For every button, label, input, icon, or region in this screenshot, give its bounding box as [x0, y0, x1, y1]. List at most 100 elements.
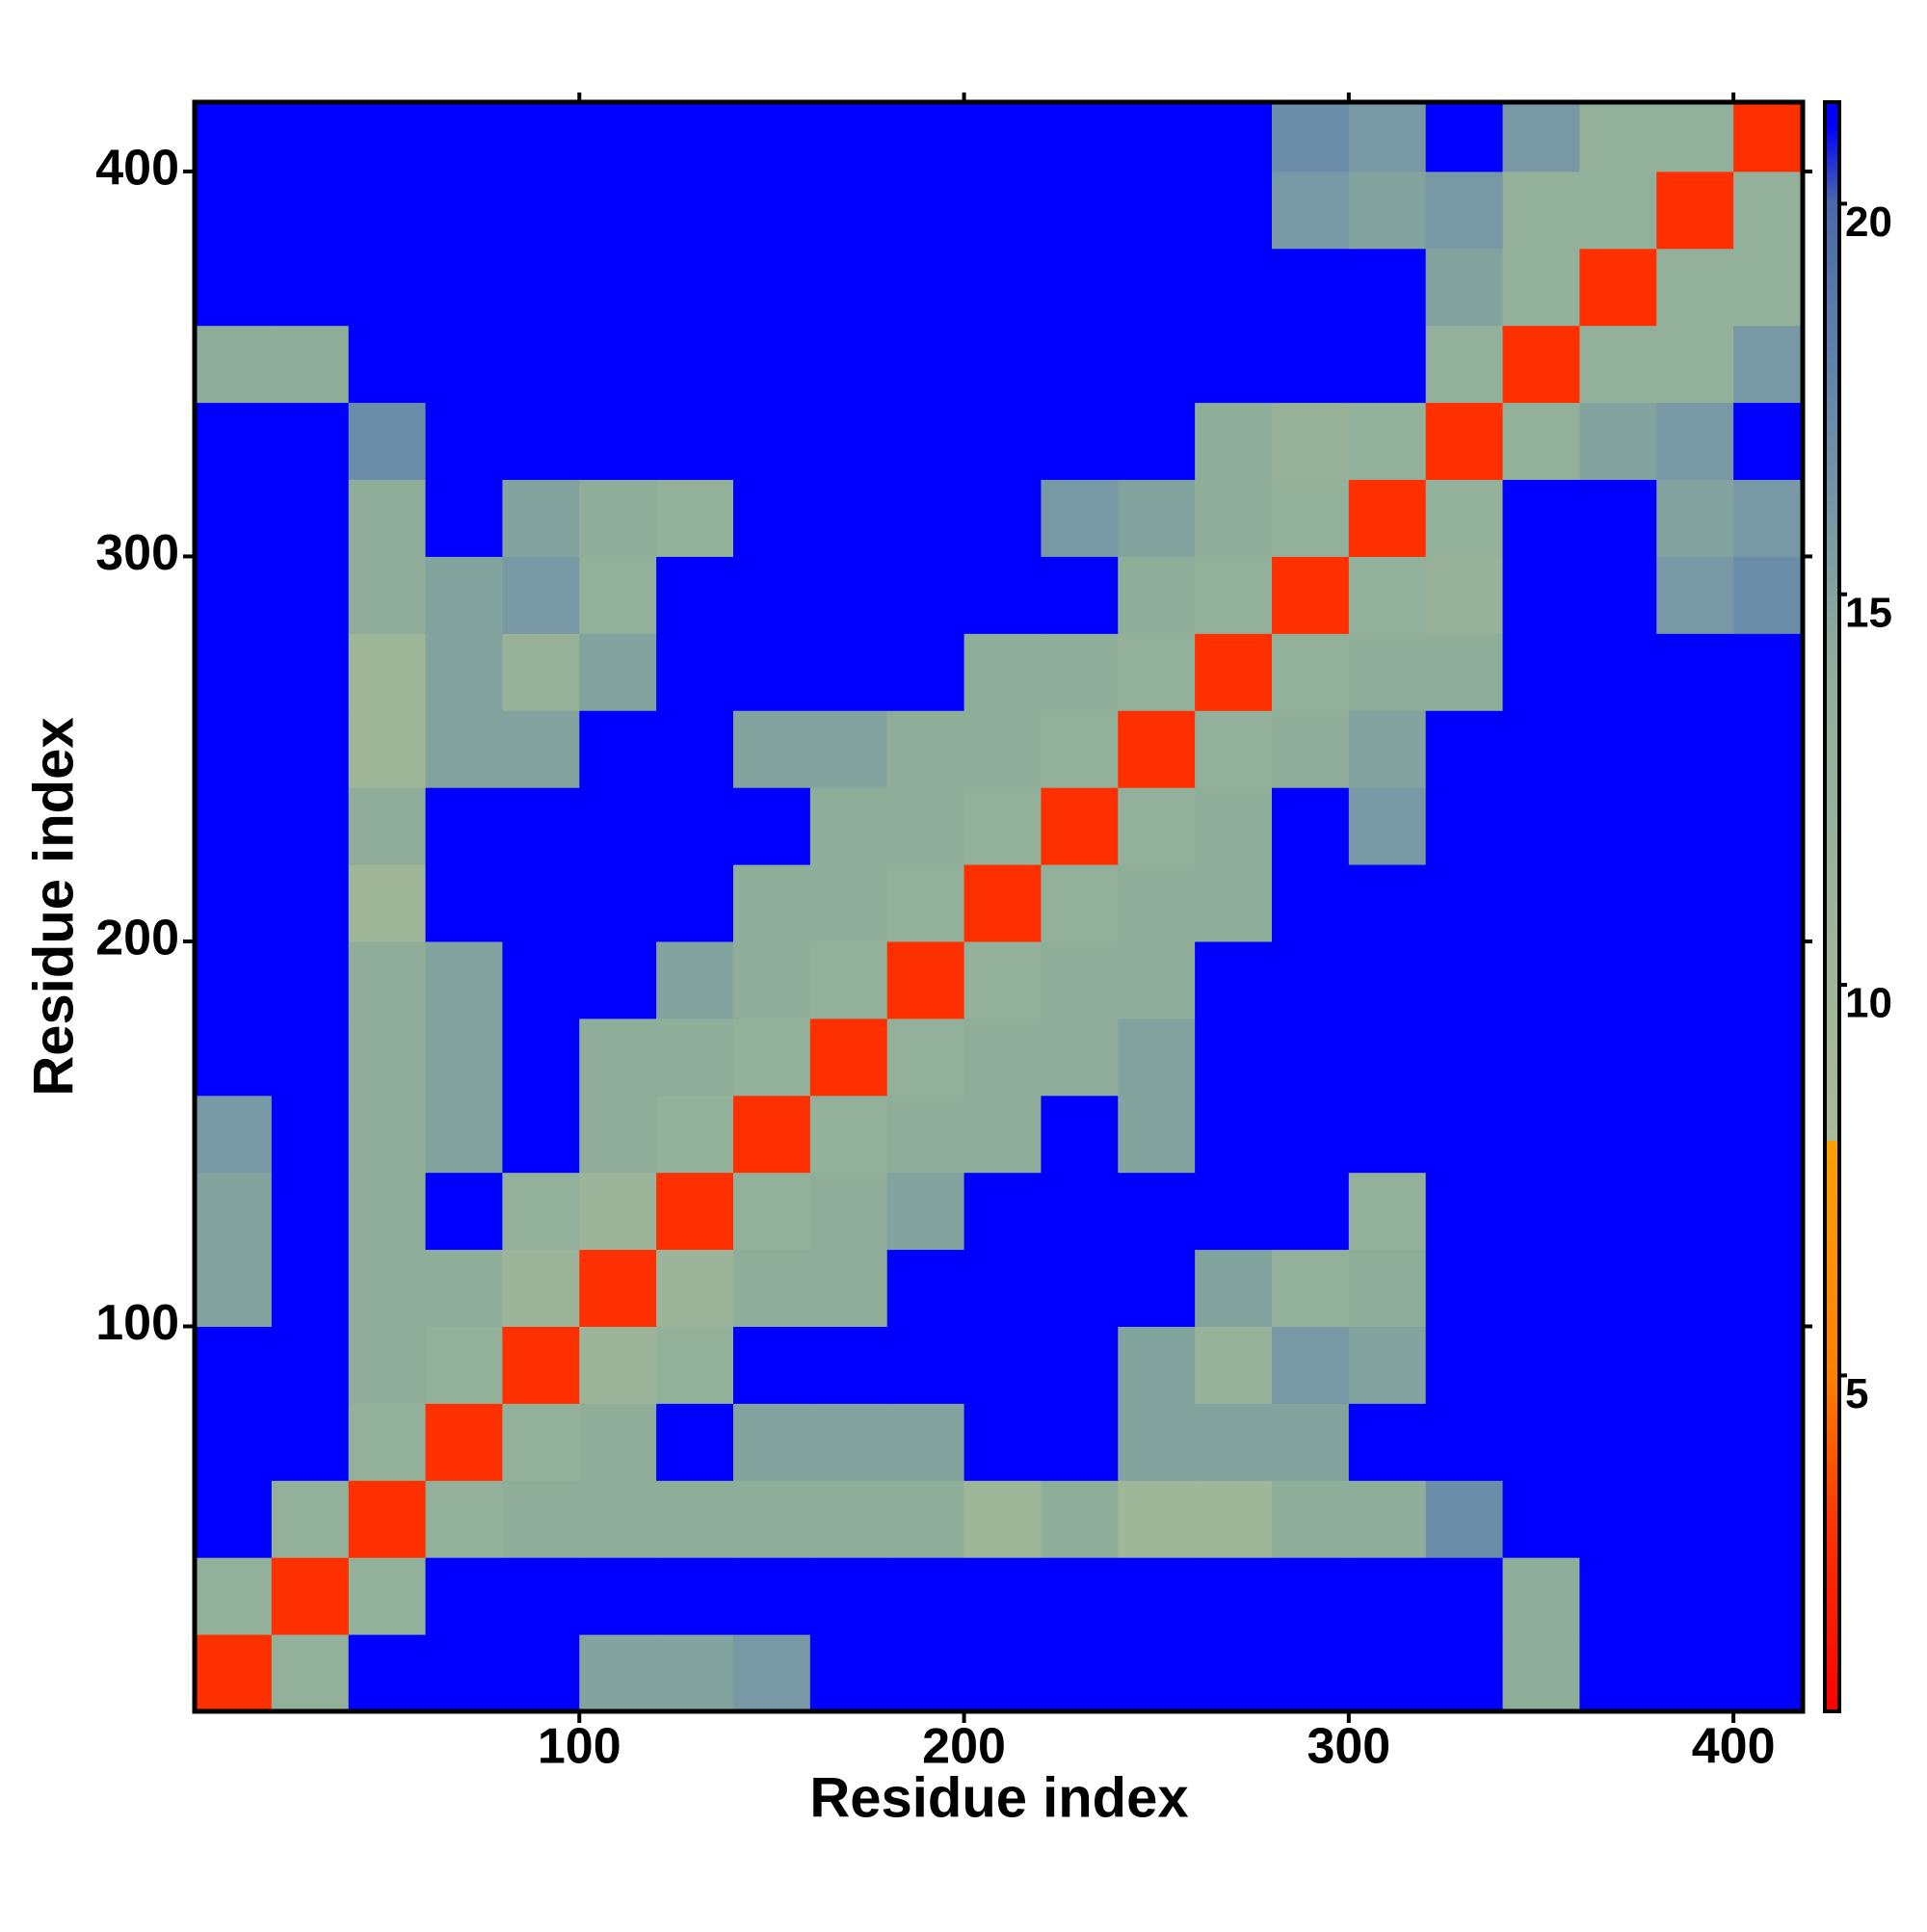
heatmap-cell — [195, 1480, 273, 1558]
heatmap-cell — [502, 1326, 580, 1404]
heatmap-cell — [1425, 940, 1504, 1019]
heatmap-cell — [1195, 633, 1273, 711]
heatmap-cell — [271, 1634, 350, 1711]
heatmap-cell — [1656, 479, 1734, 557]
heatmap-cell — [425, 1403, 503, 1481]
heatmap-cell — [1579, 1557, 1657, 1635]
heatmap-cell — [1271, 402, 1350, 481]
heatmap-cell — [1348, 864, 1427, 942]
heatmap-cell — [1579, 940, 1657, 1019]
heatmap-cell — [1041, 710, 1119, 788]
heatmap-cell — [1656, 1018, 1734, 1097]
heatmap-cell — [964, 102, 1042, 172]
heatmap-cell — [579, 325, 657, 404]
heatmap-cell — [1579, 1480, 1657, 1558]
heatmap-cell — [579, 1018, 657, 1097]
heatmap-cell — [1579, 864, 1657, 942]
heatmap-cell — [809, 710, 888, 788]
heatmap-cell — [656, 556, 734, 634]
heatmap-cell — [271, 102, 350, 172]
heatmap-cell — [809, 325, 888, 404]
heatmap-cell — [656, 1095, 734, 1174]
heatmap-cell — [1348, 1557, 1427, 1635]
heatmap-cell — [271, 171, 350, 250]
heatmap-cell — [1656, 1249, 1734, 1327]
heatmap-cell — [809, 1557, 888, 1635]
heatmap-cell — [1271, 940, 1350, 1019]
heatmap-cell — [1041, 1557, 1119, 1635]
heatmap-cell — [195, 710, 273, 788]
heatmap-cell — [656, 248, 734, 327]
heatmap-cell — [1118, 1403, 1196, 1481]
heatmap-cell — [809, 479, 888, 557]
heatmap-cell — [271, 1095, 350, 1174]
heatmap-cell — [1733, 1095, 1803, 1174]
heatmap-cell — [1733, 479, 1803, 557]
heatmap-cell — [732, 556, 811, 634]
heatmap-cell — [1041, 1403, 1119, 1481]
heatmap-cell — [809, 1403, 888, 1481]
heatmap-cell — [1502, 1326, 1580, 1404]
plot-frame — [192, 99, 1806, 1714]
heatmap-cell — [1425, 710, 1504, 788]
heatmap-cell — [964, 171, 1042, 250]
heatmap-cell — [732, 325, 811, 404]
heatmap-cell — [425, 402, 503, 481]
heatmap-cell — [195, 1172, 273, 1251]
heatmap-cell — [271, 710, 350, 788]
heatmap-cell — [1656, 864, 1734, 942]
heatmap-cell — [425, 787, 503, 865]
heatmap-cell — [1425, 1634, 1504, 1711]
heatmap-cell — [1195, 1326, 1273, 1404]
heatmap-cell — [1041, 248, 1119, 327]
heatmap-cell — [964, 1018, 1042, 1097]
heatmap-cell — [348, 556, 427, 634]
x-axis-label: Residue index — [809, 1766, 1188, 1829]
heatmap-cell — [1118, 171, 1196, 250]
heatmap-cell — [1041, 1634, 1119, 1711]
heatmap-cell — [1271, 1634, 1350, 1711]
heatmap-cell — [502, 787, 580, 865]
heatmap-cell — [425, 710, 503, 788]
heatmap-cell — [502, 1249, 580, 1327]
colorbar — [1823, 100, 1841, 1713]
heatmap-cell — [1502, 1249, 1580, 1327]
heatmap-cell — [1348, 171, 1427, 250]
heatmap-cell — [425, 864, 503, 942]
heatmap-cell — [656, 1018, 734, 1097]
heatmap-cell — [886, 248, 965, 327]
heatmap-cell — [502, 633, 580, 711]
heatmap-cell — [425, 1172, 503, 1251]
heatmap-cell — [809, 171, 888, 250]
heatmap-cell — [502, 1480, 580, 1558]
heatmap-cell — [1118, 1480, 1196, 1558]
heatmap-cell — [195, 940, 273, 1019]
heatmap-cell — [1195, 1018, 1273, 1097]
heatmap-cell — [1502, 1634, 1580, 1711]
heatmap-cell — [886, 325, 965, 404]
heatmap-cell — [1118, 1172, 1196, 1251]
heatmap-cell — [1041, 479, 1119, 557]
heatmap-cell — [1195, 248, 1273, 327]
heatmap-cell — [809, 1249, 888, 1327]
heatmap-cell — [348, 633, 427, 711]
heatmap-cell — [1041, 633, 1119, 711]
heatmap-cell — [195, 248, 273, 327]
heatmap-cell — [809, 1480, 888, 1558]
heatmap-cell — [271, 1480, 350, 1558]
heatmap-cell — [195, 633, 273, 711]
heatmap-cell — [1118, 1018, 1196, 1097]
heatmap-cell — [348, 940, 427, 1019]
heatmap-cell — [1502, 102, 1580, 172]
heatmap-cell — [502, 479, 580, 557]
heatmap-cell — [1195, 1634, 1273, 1711]
heatmap-cell — [1502, 1095, 1580, 1174]
heatmap-cell — [886, 1480, 965, 1558]
heatmap — [195, 102, 1803, 1711]
heatmap-cell — [1425, 633, 1504, 711]
heatmap-cell — [1271, 710, 1350, 788]
heatmap-cell — [579, 248, 657, 327]
heatmap-cell — [579, 1480, 657, 1558]
heatmap-cell — [348, 1326, 427, 1404]
heatmap-cell — [348, 1172, 427, 1251]
